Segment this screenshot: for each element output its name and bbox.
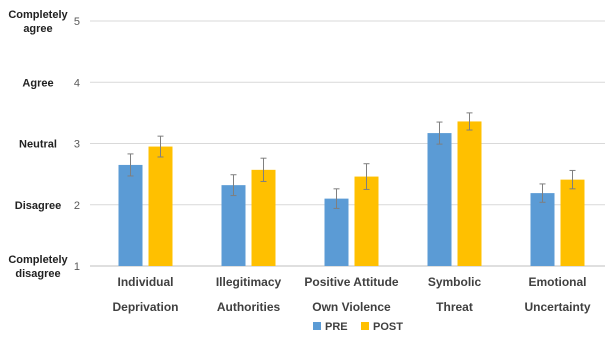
y-level-label: Completely agree bbox=[8, 9, 68, 35]
y-tick-label: 1 bbox=[74, 261, 80, 273]
legend-label-post: POST bbox=[373, 321, 403, 333]
bar-pre bbox=[530, 193, 555, 266]
legend-swatch-post bbox=[361, 322, 369, 330]
legend-swatch-pre bbox=[313, 322, 321, 330]
gridlines bbox=[90, 20, 605, 267]
category-label: Emotional Uncertainty bbox=[524, 275, 590, 314]
bar-post bbox=[354, 176, 379, 266]
y-tick-label: 5 bbox=[74, 16, 80, 28]
y-level-label: Agree bbox=[22, 77, 53, 89]
legend: PRE POST bbox=[313, 321, 403, 333]
bar-post bbox=[560, 179, 585, 266]
bar-post bbox=[457, 121, 482, 266]
y-level-label: Disagree bbox=[15, 200, 61, 212]
bar-pre bbox=[118, 164, 143, 266]
legend-label-pre: PRE bbox=[325, 321, 348, 333]
bar-post bbox=[251, 169, 276, 266]
error-bars bbox=[127, 112, 576, 209]
category-labels: Individual Deprivation Illegitimacy Authori… bbox=[112, 275, 590, 314]
y-tick-labels: 1 2 3 4 5 bbox=[74, 16, 80, 273]
y-tick-label: 2 bbox=[74, 200, 80, 212]
category-label: Positive Attitude Own Violence bbox=[304, 275, 399, 314]
y-tick-label: 4 bbox=[74, 77, 80, 89]
category-label: Illegitimacy Authorities bbox=[216, 275, 282, 314]
y-level-label: Completely disagree bbox=[8, 254, 68, 280]
bar-post bbox=[148, 146, 173, 266]
category-label: Symbolic Threat bbox=[428, 275, 482, 314]
bars bbox=[118, 121, 585, 266]
y-level-labels: Completely agree Agree Neutral Disagree Compl… bbox=[8, 9, 68, 280]
y-tick-label: 3 bbox=[74, 139, 80, 151]
bar-pre bbox=[324, 198, 349, 266]
bar-pre bbox=[221, 185, 246, 266]
category-label: Individual Deprivation bbox=[112, 275, 178, 314]
bar-pre bbox=[427, 133, 452, 266]
y-level-label: Neutral bbox=[19, 139, 57, 151]
